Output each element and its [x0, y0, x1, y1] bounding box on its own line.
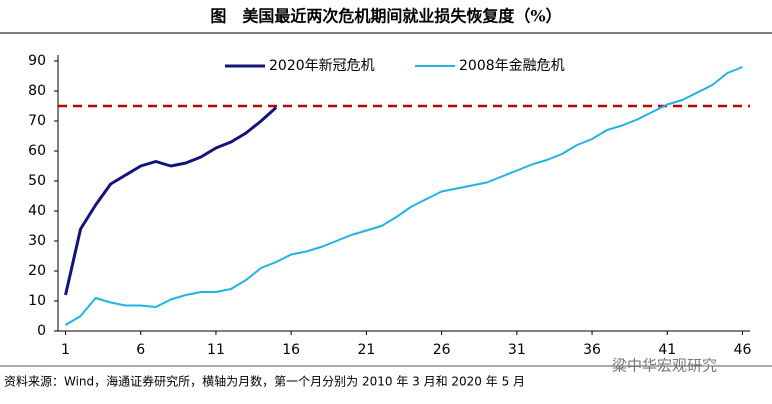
y-tick-label: 90 — [28, 53, 46, 69]
y-tick-label: 80 — [28, 83, 46, 99]
y-tick-label: 20 — [28, 263, 46, 279]
y-tick-label: 10 — [28, 293, 46, 309]
y-tick-label: 70 — [28, 113, 46, 129]
y-tick-label: 50 — [28, 173, 46, 189]
chart-title: 图 美国最近两次危机期间就业损失恢复度（%） — [210, 7, 561, 26]
watermark: 粱中华宏观研究 — [612, 357, 717, 375]
legend-label: 2020年新冠危机 — [269, 58, 375, 74]
source-note: 资料来源：Wind，海通证券研究所，横轴为月数，第一个月分别为 2010 年 3… — [4, 374, 525, 389]
x-tick-label: 26 — [433, 342, 451, 358]
x-tick-label: 6 — [136, 342, 145, 358]
y-tick-label: 30 — [28, 233, 46, 249]
x-tick-label: 1 — [61, 342, 70, 358]
legend-label: 2008年金融危机 — [459, 58, 565, 74]
x-tick-label: 21 — [357, 342, 375, 358]
x-tick-label: 16 — [282, 342, 300, 358]
x-tick-label: 11 — [207, 342, 225, 358]
y-tick-label: 60 — [28, 143, 46, 159]
series-line — [65, 66, 743, 326]
series-line — [64, 106, 278, 296]
x-tick-label: 36 — [583, 342, 601, 358]
x-tick-label: 31 — [508, 342, 526, 358]
y-tick-label: 0 — [37, 323, 46, 339]
x-tick-label: 41 — [658, 342, 676, 358]
y-tick-label: 40 — [28, 203, 46, 219]
x-tick-label: 46 — [734, 342, 752, 358]
